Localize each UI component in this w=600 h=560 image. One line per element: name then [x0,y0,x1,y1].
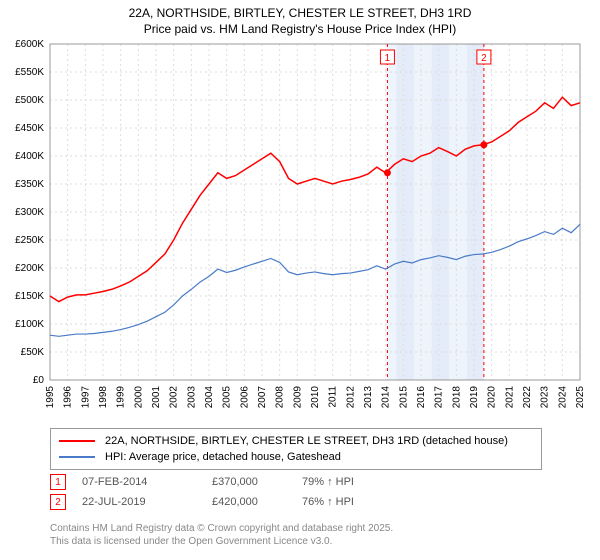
svg-text:£450K: £450K [15,123,44,134]
svg-text:2003: 2003 [186,386,197,409]
svg-text:2014: 2014 [381,386,392,409]
svg-text:£0: £0 [33,375,45,386]
svg-text:2009: 2009 [292,386,303,409]
svg-text:£50K: £50K [21,347,45,358]
svg-text:2008: 2008 [275,386,286,409]
legend-row: 22A, NORTHSIDE, BIRTLEY, CHESTER LE STRE… [59,433,533,449]
svg-text:2025: 2025 [575,386,586,409]
svg-text:2001: 2001 [151,386,162,409]
svg-text:1999: 1999 [116,386,127,409]
sales-table: 1 07-FEB-2014£370,00079% ↑ HPI 2 22-JUL-201… [50,472,392,512]
svg-text:1997: 1997 [80,386,91,409]
chart-container: 22A, NORTHSIDE, BIRTLEY, CHESTER LE STRE… [0,0,600,560]
sale-row: 1 07-FEB-2014£370,00079% ↑ HPI [50,472,392,492]
title-line2: Price paid vs. HM Land Registry's House … [0,22,600,36]
legend-swatch [59,456,95,458]
svg-text:1: 1 [385,53,391,64]
legend-label: HPI: Average price, detached house, Gate… [105,451,341,463]
svg-text:2020: 2020 [487,386,498,409]
sale-price: £420,000 [212,496,302,508]
svg-text:2012: 2012 [345,386,356,409]
svg-text:£200K: £200K [15,263,44,274]
svg-text:1998: 1998 [98,386,109,409]
svg-text:£500K: £500K [15,95,44,106]
svg-text:£350K: £350K [15,179,44,190]
svg-text:£250K: £250K [15,235,44,246]
footnote-line1: Contains HM Land Registry data © Crown c… [50,522,393,535]
svg-text:£600K: £600K [15,39,44,50]
svg-text:2018: 2018 [451,386,462,409]
svg-text:2005: 2005 [222,386,233,409]
sale-date: 22-JUL-2019 [82,496,212,508]
sale-marker: 2 [50,494,66,510]
svg-text:2004: 2004 [204,386,215,409]
svg-text:2019: 2019 [469,386,480,409]
sale-marker: 1 [50,474,66,490]
svg-text:2016: 2016 [416,386,427,409]
sale-row: 2 22-JUL-2019£420,00076% ↑ HPI [50,492,392,512]
sale-date: 07-FEB-2014 [82,476,212,488]
line-chart: 12£0£50K£100K£150K£200K£250K£300K£350K£4… [50,44,580,414]
footnote-line2: This data is licensed under the Open Gov… [50,535,393,548]
legend-swatch [59,440,95,442]
svg-text:£300K: £300K [15,207,44,218]
title-block: 22A, NORTHSIDE, BIRTLEY, CHESTER LE STRE… [0,0,600,36]
svg-text:2023: 2023 [540,386,551,409]
svg-text:2011: 2011 [328,386,339,408]
svg-text:2007: 2007 [257,386,268,409]
title-line1: 22A, NORTHSIDE, BIRTLEY, CHESTER LE STRE… [0,6,600,20]
svg-text:£550K: £550K [15,67,44,78]
svg-text:2000: 2000 [133,386,144,409]
legend-label: 22A, NORTHSIDE, BIRTLEY, CHESTER LE STRE… [105,435,508,447]
svg-text:2024: 2024 [557,386,568,409]
svg-text:2: 2 [481,53,487,64]
sale-price: £370,000 [212,476,302,488]
svg-text:£100K: £100K [15,319,44,330]
svg-text:2021: 2021 [504,386,515,409]
svg-text:1995: 1995 [45,386,56,409]
svg-text:£400K: £400K [15,151,44,162]
svg-text:2006: 2006 [239,386,250,409]
footnote: Contains HM Land Registry data © Crown c… [50,522,393,548]
svg-text:2015: 2015 [398,386,409,409]
svg-text:1996: 1996 [63,386,74,409]
sale-hpi-delta: 76% ↑ HPI [302,496,392,508]
svg-text:2013: 2013 [363,386,374,409]
svg-text:2017: 2017 [434,386,445,409]
svg-text:2002: 2002 [169,386,180,409]
svg-text:2010: 2010 [310,386,321,409]
svg-text:£150K: £150K [15,291,44,302]
svg-text:2022: 2022 [522,386,533,409]
sale-hpi-delta: 79% ↑ HPI [302,476,392,488]
legend: 22A, NORTHSIDE, BIRTLEY, CHESTER LE STRE… [50,428,542,470]
legend-row: HPI: Average price, detached house, Gate… [59,449,533,465]
